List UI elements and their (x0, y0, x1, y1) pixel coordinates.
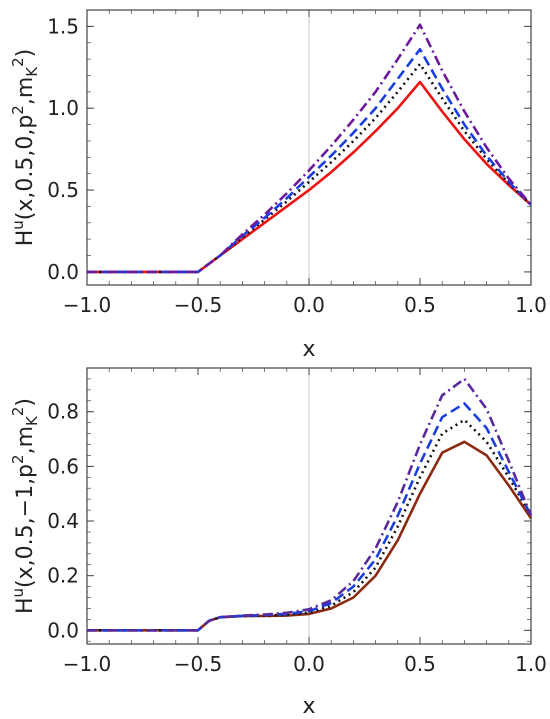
x-axis-label: x (302, 694, 315, 719)
x-tick-label: 1.0 (515, 652, 547, 676)
x-tick-label: −1.0 (63, 652, 112, 676)
y-tick-label: 1.5 (47, 14, 79, 38)
x-tick-label: 0.0 (293, 652, 325, 676)
x-tick-label: −0.5 (174, 652, 223, 676)
y-tick-label: 0.5 (47, 178, 79, 202)
y-tick-label: 1.0 (47, 96, 79, 120)
x-tick-label: −1.0 (63, 293, 112, 317)
series-line-4 (87, 23, 532, 274)
x-tick-label: 0.0 (293, 293, 325, 317)
y-tick-label: 0.4 (47, 509, 79, 533)
x-tick-label: 0.5 (404, 293, 436, 317)
chart-panel-1: −1.0 −0.5 0.0 0.5 1.0 0.0 0.5 1.0 1.5 x Hu(x,0.5,0… (9, 9, 547, 362)
y-axis-label: Hu(x,0.5,−1,p2,mK2) (9, 398, 41, 614)
y-tick-label: 0.2 (47, 564, 79, 588)
y-tick-label: 0.0 (47, 618, 79, 642)
x-tick-label: −0.5 (174, 293, 223, 317)
x-axis-label: x (302, 337, 315, 362)
y-axis-label: Hu(x,0.5,0,p2,mK2) (9, 49, 41, 247)
y-tick-label: 0.6 (47, 454, 79, 478)
x-tick-label: 0.5 (404, 652, 436, 676)
y-tick-label: 0.0 (47, 260, 79, 284)
chart-panel-2: −1.0 −0.5 0.0 0.5 1.0 0.0 0.2 0.4 0.6 0.8 x Hu(x,0.… (9, 367, 547, 719)
series-line-3 (87, 47, 532, 274)
x-tick-label: 1.0 (515, 293, 547, 317)
series-line-4 (87, 377, 533, 632)
y-tick-label: 0.8 (47, 400, 79, 424)
